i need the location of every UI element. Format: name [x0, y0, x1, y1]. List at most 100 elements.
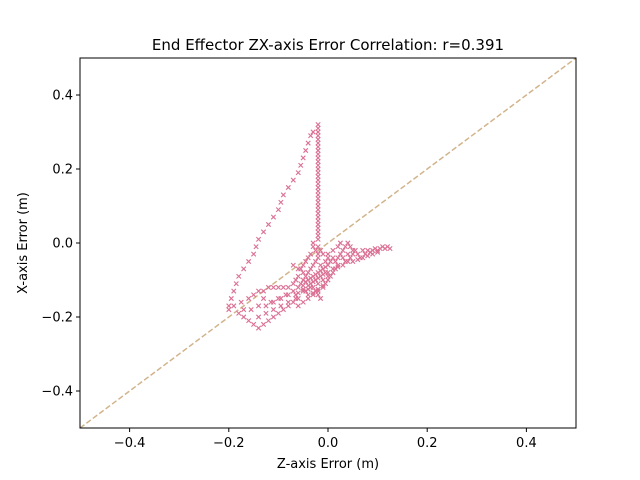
data-point — [303, 279, 309, 285]
plot-area — [79, 57, 577, 429]
y-axis: −0.4 −0.2 0.0 0.2 0.4 — [41, 89, 80, 400]
data-point — [293, 295, 299, 302]
data-point — [347, 244, 353, 250]
data-point — [260, 295, 267, 302]
data-point — [375, 249, 381, 255]
data-point — [310, 279, 316, 285]
data-point — [315, 275, 321, 281]
data-point — [308, 266, 314, 272]
data-point — [360, 247, 366, 253]
data-point — [263, 310, 269, 316]
data-point — [275, 310, 281, 316]
x-tick-label: 0.2 — [417, 436, 438, 451]
data-point — [320, 277, 326, 283]
data-point — [315, 281, 321, 287]
y-axis-label: X-axis Error (m) — [16, 192, 31, 294]
data-point — [295, 290, 301, 296]
data-point — [255, 314, 262, 320]
data-point — [325, 270, 331, 276]
data-point — [365, 253, 371, 259]
data-point — [303, 273, 309, 279]
data-point — [295, 284, 301, 290]
x-axis-label: Z-axis Error (m) — [277, 457, 379, 472]
data-point — [305, 295, 311, 302]
data-point — [246, 318, 252, 324]
data-point — [303, 147, 309, 154]
data-point — [387, 245, 393, 252]
data-point — [345, 258, 351, 265]
data-point — [350, 258, 356, 265]
data-point — [330, 270, 336, 276]
data-point — [327, 258, 334, 265]
data-point — [308, 275, 314, 281]
data-point — [253, 244, 259, 250]
data-point — [270, 214, 277, 220]
data-point — [322, 258, 329, 265]
data-point — [290, 288, 296, 294]
data-point — [251, 251, 257, 257]
x-axis: −0.4 −0.2 0.0 0.2 0.4 — [114, 428, 537, 451]
data-point — [313, 247, 319, 253]
data-point — [350, 247, 356, 253]
data-point — [310, 292, 316, 298]
data-point — [315, 236, 321, 242]
data-point — [305, 270, 311, 276]
data-point — [255, 236, 262, 242]
y-tick-label: 0.2 — [52, 163, 73, 178]
data-point — [290, 281, 296, 287]
data-point — [236, 310, 242, 316]
data-point — [340, 262, 346, 268]
data-point — [320, 251, 326, 257]
data-point — [370, 251, 376, 257]
data-point — [290, 177, 296, 183]
data-point — [270, 307, 277, 313]
data-point — [308, 251, 314, 257]
data-point — [305, 255, 311, 261]
scatter-points — [226, 122, 393, 331]
data-point — [260, 229, 267, 235]
data-point — [241, 266, 247, 272]
data-point — [295, 273, 301, 279]
data-point — [325, 277, 331, 283]
data-point — [300, 270, 306, 276]
data-point — [298, 162, 304, 168]
data-point — [308, 133, 314, 139]
data-point — [310, 284, 316, 290]
data-point — [228, 295, 234, 302]
data-point — [313, 271, 319, 278]
data-point — [265, 318, 272, 324]
data-point — [327, 273, 334, 279]
data-point — [241, 314, 247, 320]
x-tick-label: 0.4 — [516, 436, 537, 451]
data-point — [317, 247, 324, 253]
data-point — [295, 303, 301, 309]
data-point — [320, 282, 326, 289]
data-point — [290, 262, 296, 268]
y-tick-label: −0.4 — [41, 385, 73, 400]
data-point — [251, 321, 257, 327]
data-point — [320, 284, 326, 290]
data-point — [298, 266, 304, 272]
data-point — [322, 264, 329, 270]
data-point — [325, 251, 331, 257]
data-point — [335, 255, 341, 261]
data-point — [246, 295, 252, 302]
data-point — [255, 288, 262, 294]
data-point — [285, 299, 291, 305]
data-point — [335, 262, 341, 268]
data-point — [355, 251, 361, 257]
data-point — [280, 307, 286, 313]
data-point — [265, 221, 272, 228]
data-point — [347, 255, 353, 261]
data-point — [315, 286, 321, 292]
data-point — [285, 284, 291, 290]
data-point — [335, 244, 341, 250]
data-point — [355, 257, 361, 263]
data-point — [260, 321, 267, 327]
data-point — [278, 199, 284, 205]
data-point — [317, 295, 324, 302]
data-point — [303, 258, 309, 265]
data-point — [340, 247, 346, 253]
data-point — [315, 244, 321, 250]
x-tick-label: −0.4 — [114, 436, 146, 451]
